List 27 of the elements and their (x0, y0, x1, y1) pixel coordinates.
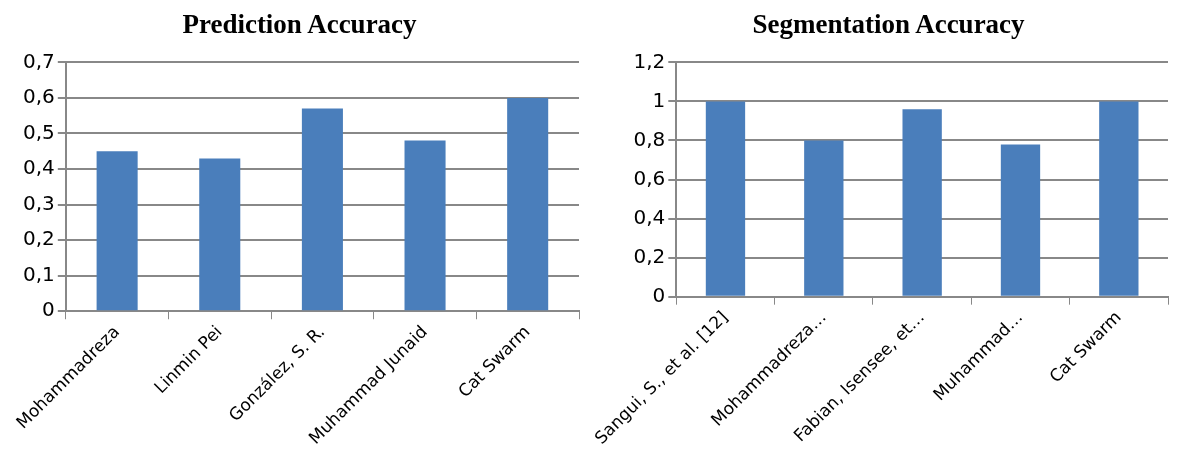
chart-title: Prediction Accuracy (182, 9, 418, 40)
y-tick-label: 0,6 (633, 165, 666, 190)
bar (804, 140, 844, 296)
y-tick-label: 0,1 (22, 261, 55, 286)
bar (301, 108, 343, 311)
bar (705, 101, 746, 296)
y-tick-label: 0 (652, 282, 666, 307)
y-tick-label: 0,2 (22, 226, 55, 251)
y-tick-label: 0,4 (22, 155, 55, 180)
y-tick-label: 1,2 (633, 48, 666, 73)
bar (1000, 144, 1041, 296)
bar (96, 151, 138, 311)
y-tick-label: 0,6 (22, 84, 55, 109)
bar (507, 97, 549, 311)
bar (1099, 101, 1139, 296)
y-tick-label: 0,5 (22, 119, 55, 144)
chart-title: Segmentation Accuracy (752, 9, 1026, 40)
bar (902, 109, 942, 296)
bar (199, 158, 241, 311)
y-tick-label: 0,4 (633, 204, 666, 229)
y-tick-label: 0 (42, 297, 55, 322)
bar (404, 140, 446, 311)
y-tick-label: 0,2 (633, 243, 666, 268)
y-tick-label: 0,3 (22, 190, 55, 215)
y-tick-label: 0,7 (22, 48, 55, 73)
y-tick-label: 1 (652, 87, 666, 112)
y-tick-label: 0,8 (633, 126, 666, 151)
